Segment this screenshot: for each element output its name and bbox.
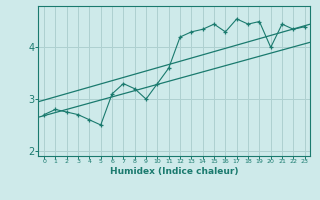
X-axis label: Humidex (Indice chaleur): Humidex (Indice chaleur)	[110, 167, 239, 176]
